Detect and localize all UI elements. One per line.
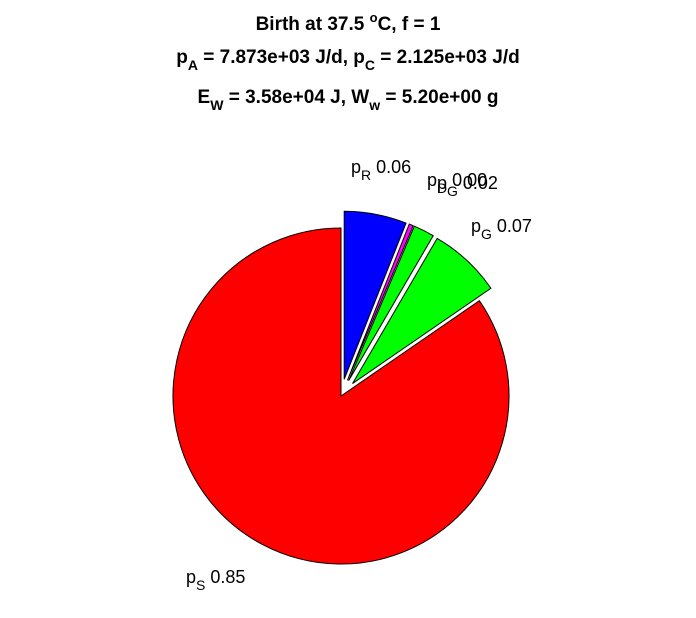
- pie-slice-ps-4: [172, 227, 510, 565]
- slice-label-pg-3: pG 0.07: [471, 216, 532, 242]
- pie-slice-pr-0: [343, 210, 407, 380]
- slice-label-pd-1: pD 0.00: [427, 170, 487, 196]
- pie-slices: [172, 210, 510, 565]
- pie-slice-pg-2: [348, 225, 434, 382]
- slice-label-ps-4: pS 0.85: [186, 567, 245, 593]
- title-line-2: pA = 7.873e+03 J/d, pC = 2.125e+03 J/d: [176, 47, 519, 73]
- chart-title: Birth at 37.5 oC, f = 1 pA = 7.873e+03 J/…: [176, 10, 519, 113]
- title-line-1: Birth at 37.5 oC, f = 1: [256, 10, 441, 35]
- title-line-3: EW = 3.58e+04 J, Ww = 5.20e+00 g: [198, 87, 499, 113]
- pie-slice-pg-3: [352, 237, 492, 384]
- slice-label-pg-2: pG 0.02: [437, 173, 498, 199]
- pie-slice-pd-1: [346, 223, 414, 381]
- slice-label-pr-0: pR 0.06: [351, 157, 411, 183]
